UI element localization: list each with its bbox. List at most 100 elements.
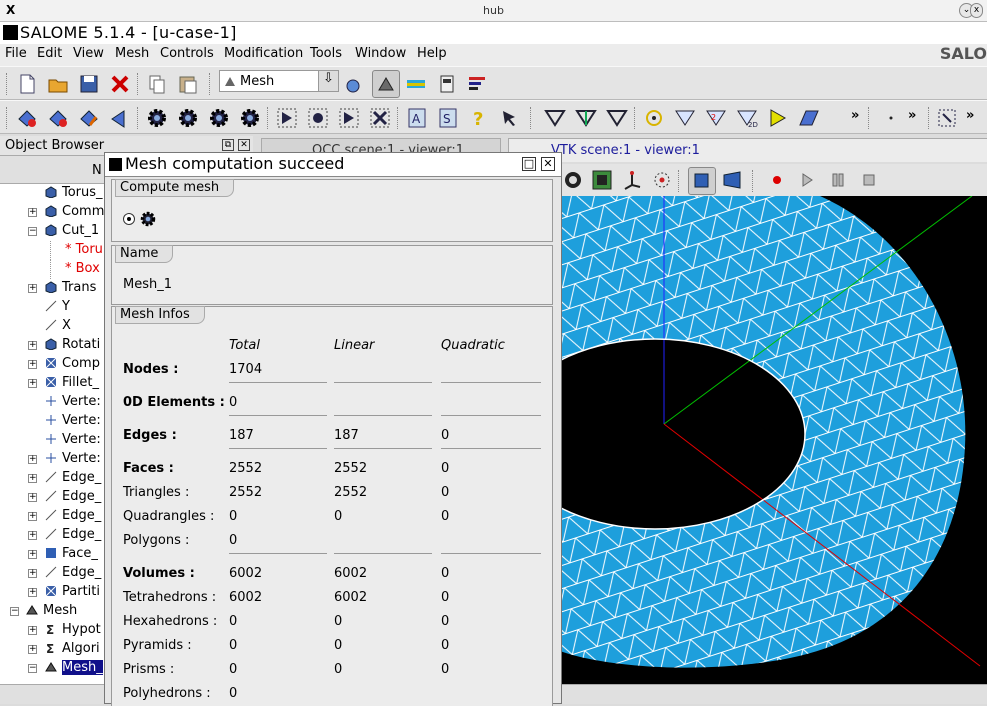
record-icon[interactable] bbox=[766, 169, 788, 191]
tree-item[interactable]: + Σ Algori bbox=[0, 640, 252, 659]
menu-edit[interactable]: Edit bbox=[37, 46, 63, 61]
free-edges-icon[interactable] bbox=[575, 107, 597, 129]
stop-icon[interactable] bbox=[858, 169, 880, 191]
expand-icon[interactable]: + bbox=[28, 511, 37, 521]
expand-icon[interactable]: + bbox=[28, 549, 37, 559]
tab-vtk-viewer[interactable]: VTK scene:1 - viewer:1 bbox=[508, 138, 987, 162]
expand-icon[interactable]: + bbox=[28, 644, 37, 654]
trihedron-icon[interactable] bbox=[621, 169, 643, 191]
tree-item[interactable]: * Toru bbox=[0, 241, 252, 260]
save-icon[interactable] bbox=[78, 73, 100, 95]
undock-icon[interactable]: ⧉ bbox=[222, 139, 234, 151]
tree-item[interactable]: Y bbox=[0, 298, 252, 317]
tree-item[interactable]: − Mesh_ bbox=[0, 659, 252, 678]
tree-item[interactable]: + Partiti bbox=[0, 583, 252, 602]
expand-icon[interactable]: + bbox=[28, 473, 37, 483]
free-borders-icon[interactable] bbox=[544, 107, 566, 129]
toolbar-overflow-2-icon[interactable]: » bbox=[908, 108, 917, 123]
tree-item[interactable]: X bbox=[0, 317, 252, 336]
perspective-icon[interactable] bbox=[721, 169, 743, 191]
expand-icon[interactable]: + bbox=[28, 568, 37, 578]
copy-icon[interactable] bbox=[146, 73, 168, 95]
mesh-module-icon[interactable] bbox=[372, 70, 400, 98]
tree-item[interactable]: + Rotati bbox=[0, 336, 252, 355]
open-folder-icon[interactable] bbox=[47, 73, 69, 95]
aspect-ratio-icon[interactable] bbox=[767, 107, 789, 129]
geometry-module-icon[interactable] bbox=[342, 73, 364, 95]
node-point-icon[interactable] bbox=[880, 107, 902, 129]
menu-help[interactable]: Help bbox=[417, 46, 447, 61]
dump-view-icon[interactable] bbox=[562, 169, 584, 191]
menu-mesh[interactable]: Mesh bbox=[115, 46, 150, 61]
play-icon[interactable] bbox=[796, 169, 818, 191]
compute-gear-icon[interactable] bbox=[146, 107, 168, 129]
length-2d-icon[interactable]: 2D bbox=[736, 107, 758, 129]
minimum-angle-icon[interactable] bbox=[798, 107, 820, 129]
paste-icon[interactable] bbox=[177, 73, 199, 95]
collapse-icon[interactable]: − bbox=[10, 606, 19, 616]
menu-file[interactable]: File bbox=[5, 46, 27, 61]
tree-item[interactable]: Verte: bbox=[0, 431, 252, 450]
expand-icon[interactable]: + bbox=[28, 625, 37, 635]
toolbar-overflow-icon[interactable]: » bbox=[851, 108, 860, 123]
expand-icon[interactable]: + bbox=[28, 207, 37, 217]
expand-icon[interactable]: + bbox=[28, 359, 37, 369]
collapse-icon[interactable]: − bbox=[28, 663, 37, 673]
find-element-icon[interactable] bbox=[499, 107, 521, 129]
front-view-icon[interactable] bbox=[688, 167, 716, 195]
selection-filter-icon[interactable] bbox=[936, 107, 958, 129]
tree-item[interactable]: + Edge_ bbox=[0, 507, 252, 526]
tree-item[interactable]: + Edge_ bbox=[0, 526, 252, 545]
fit-all-icon[interactable] bbox=[591, 169, 613, 191]
paravis-module-icon[interactable] bbox=[466, 73, 488, 95]
free-nodes-icon[interactable] bbox=[643, 107, 665, 129]
expand-icon[interactable]: + bbox=[28, 340, 37, 350]
standard-info-icon[interactable]: S bbox=[437, 107, 459, 129]
expand-icon[interactable]: + bbox=[28, 454, 37, 464]
menu-modification[interactable]: Modification bbox=[224, 46, 304, 61]
tree-item[interactable]: + Comp bbox=[0, 355, 252, 374]
chevron-down-icon[interactable]: ⇩ bbox=[318, 71, 338, 91]
advanced-info-icon[interactable]: A bbox=[406, 107, 428, 129]
menu-view[interactable]: View bbox=[73, 46, 104, 61]
mesh-order-gear-icon[interactable] bbox=[239, 107, 261, 129]
create-group-icon[interactable] bbox=[276, 107, 298, 129]
create-submesh-icon[interactable] bbox=[47, 107, 69, 129]
close-panel-icon[interactable]: ✕ bbox=[238, 139, 250, 151]
tree-item[interactable]: Torus_ bbox=[0, 184, 252, 203]
construct-group-icon[interactable] bbox=[307, 107, 329, 129]
post-pro-module-icon[interactable] bbox=[405, 73, 427, 95]
expand-icon[interactable]: + bbox=[28, 587, 37, 597]
collapse-icon[interactable]: − bbox=[28, 226, 37, 236]
expand-icon[interactable]: + bbox=[28, 283, 37, 293]
expand-icon[interactable]: + bbox=[28, 530, 37, 540]
tree-item[interactable]: * Box bbox=[0, 260, 252, 279]
length-icon[interactable] bbox=[674, 107, 696, 129]
create-mesh-icon[interactable] bbox=[16, 107, 38, 129]
close-window-icon[interactable]: x bbox=[970, 3, 983, 18]
menu-window[interactable]: Window bbox=[355, 46, 407, 61]
tree-item[interactable]: Verte: bbox=[0, 393, 252, 412]
tree-item[interactable]: + Face_ bbox=[0, 545, 252, 564]
whats-this-icon[interactable]: ? bbox=[468, 107, 490, 130]
expand-icon[interactable]: + bbox=[28, 378, 37, 388]
tree-item[interactable]: + Trans bbox=[0, 279, 252, 298]
menu-controls[interactable]: Controls bbox=[160, 46, 214, 61]
tree-item[interactable]: − Mesh bbox=[0, 602, 252, 621]
tree-item[interactable]: + Edge_ bbox=[0, 488, 252, 507]
edit-group-icon[interactable] bbox=[338, 107, 360, 129]
new-file-icon[interactable] bbox=[16, 73, 38, 95]
expand-icon[interactable]: + bbox=[28, 492, 37, 502]
close-dialog-icon[interactable]: ✕ bbox=[541, 157, 555, 171]
maximize-icon[interactable]: □ bbox=[522, 157, 536, 171]
yacs-module-icon[interactable] bbox=[436, 73, 458, 95]
tree-item[interactable]: − Cut_1 bbox=[0, 222, 252, 241]
edit-mesh-icon[interactable] bbox=[78, 107, 100, 129]
import-mesh-icon[interactable] bbox=[109, 107, 131, 129]
tree-item[interactable]: + Edge_ bbox=[0, 564, 252, 583]
module-selector[interactable]: Mesh ⇩ bbox=[219, 70, 339, 92]
evaluate-gear-icon[interactable] bbox=[208, 107, 230, 129]
union-groups-icon[interactable] bbox=[369, 107, 391, 129]
tree-item[interactable]: + Σ Hypot bbox=[0, 621, 252, 640]
rotation-point-icon[interactable] bbox=[651, 169, 673, 191]
